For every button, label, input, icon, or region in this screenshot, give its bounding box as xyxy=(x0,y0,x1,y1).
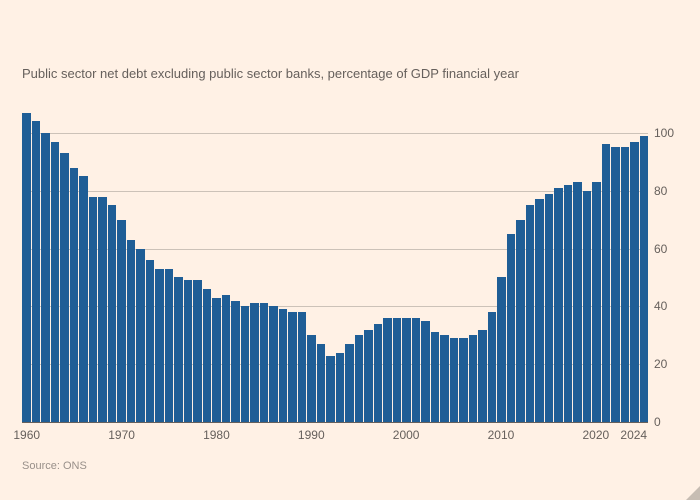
bar xyxy=(602,144,611,422)
bar xyxy=(516,220,525,422)
bar xyxy=(469,335,478,422)
bar xyxy=(146,260,155,422)
chart-subtitle: Public sector net debt excluding public … xyxy=(22,66,519,81)
x-axis-label: 1990 xyxy=(298,428,325,442)
bar-series xyxy=(22,104,648,422)
bar xyxy=(535,199,544,422)
bar xyxy=(41,133,50,422)
bar xyxy=(279,309,288,422)
bar xyxy=(98,197,107,422)
bar xyxy=(345,344,354,422)
x-axis-label: 2000 xyxy=(393,428,420,442)
bar xyxy=(507,234,516,422)
bar xyxy=(298,312,307,422)
bar xyxy=(136,249,145,422)
x-axis-label: 2010 xyxy=(488,428,515,442)
x-axis-label: 2024 xyxy=(620,428,647,442)
x-axis-label: 1980 xyxy=(203,428,230,442)
bar xyxy=(412,318,421,422)
bar xyxy=(155,269,164,422)
bar xyxy=(478,330,487,423)
bar xyxy=(51,142,60,422)
bar xyxy=(383,318,392,422)
bar xyxy=(222,295,231,422)
bar xyxy=(32,121,41,422)
bar xyxy=(526,205,535,422)
x-axis-label: 1960 xyxy=(13,428,40,442)
bar xyxy=(355,335,364,422)
bar xyxy=(117,220,126,422)
bar xyxy=(317,344,326,422)
y-axis-label: 0 xyxy=(654,415,661,429)
y-axis-label: 20 xyxy=(654,357,667,371)
bar xyxy=(184,280,193,422)
bar xyxy=(630,142,639,422)
bar xyxy=(336,353,345,422)
fold-corner-icon xyxy=(686,486,700,500)
bar xyxy=(440,335,449,422)
chart-area: 020406080100 196019701980199020002010202… xyxy=(22,104,678,442)
bar xyxy=(640,136,649,422)
bar xyxy=(497,277,506,422)
bar xyxy=(326,356,335,422)
bar xyxy=(165,269,174,422)
bar xyxy=(288,312,297,422)
bar xyxy=(260,303,269,422)
bar xyxy=(611,147,620,422)
bar xyxy=(193,280,202,422)
x-axis-label: 2020 xyxy=(582,428,609,442)
bar xyxy=(374,324,383,422)
bar xyxy=(554,188,563,422)
bar xyxy=(108,205,117,422)
bar xyxy=(421,321,430,422)
y-axis-label: 100 xyxy=(654,126,674,140)
bar xyxy=(79,176,88,422)
chart-plot xyxy=(22,104,648,422)
bar xyxy=(364,330,373,423)
bar xyxy=(70,168,79,422)
bar xyxy=(231,301,240,422)
bar xyxy=(488,312,497,422)
bar xyxy=(592,182,601,422)
bar xyxy=(307,335,316,422)
bar xyxy=(393,318,402,422)
bar xyxy=(431,332,440,422)
y-axis-label: 80 xyxy=(654,184,667,198)
y-axis-label: 60 xyxy=(654,242,667,256)
bar xyxy=(250,303,259,422)
bar xyxy=(450,338,459,422)
bar xyxy=(203,289,212,422)
bar xyxy=(573,182,582,422)
bar xyxy=(269,306,278,422)
x-axis-baseline xyxy=(22,422,648,423)
bar xyxy=(564,185,573,422)
bar xyxy=(402,318,411,422)
bar xyxy=(212,298,221,422)
x-axis-label: 1970 xyxy=(108,428,135,442)
bar xyxy=(60,153,69,422)
bar xyxy=(89,197,98,422)
bar xyxy=(459,338,468,422)
bar xyxy=(127,240,136,422)
bar xyxy=(545,194,554,422)
bar xyxy=(174,277,183,422)
bar xyxy=(22,113,31,422)
bar xyxy=(241,306,250,422)
chart-source: Source: ONS xyxy=(22,460,87,472)
bar xyxy=(621,147,630,422)
y-axis-label: 40 xyxy=(654,299,667,313)
bar xyxy=(583,191,592,422)
